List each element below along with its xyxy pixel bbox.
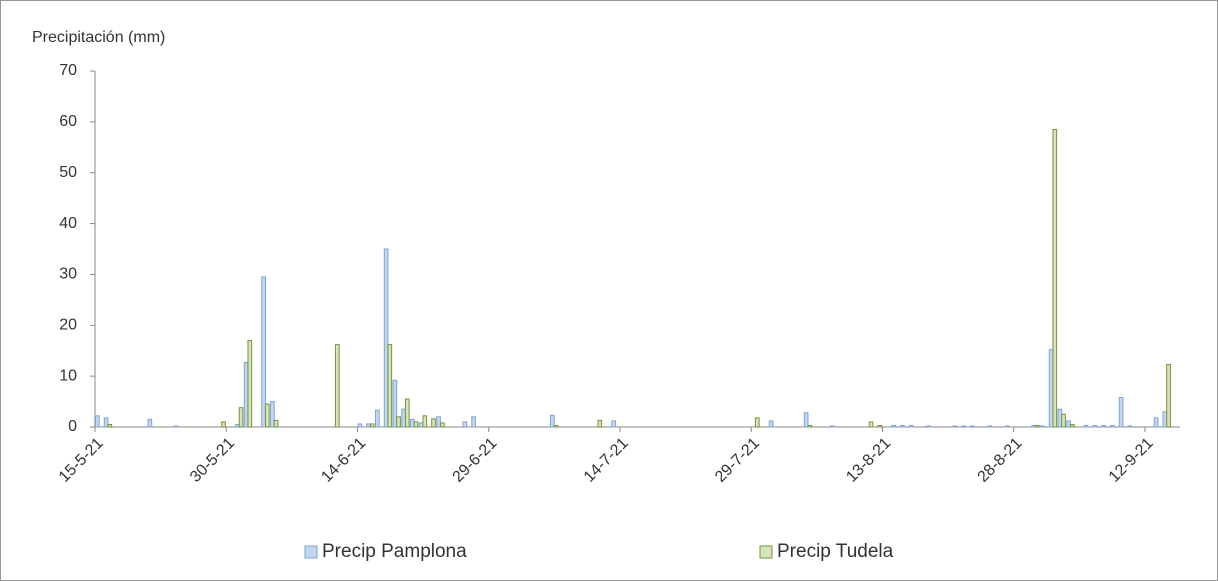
bar [1066,420,1071,428]
bar [1153,417,1159,428]
bar [1048,349,1054,428]
bar [369,423,375,428]
bar [221,421,226,428]
bar [1166,363,1171,428]
bar [1092,424,1098,428]
bar [462,421,468,428]
bar [375,409,380,428]
bar [334,344,340,428]
bar [422,415,428,428]
bar [273,419,279,428]
y-tick-label: 40 [59,215,77,232]
bar [103,417,109,428]
bar [471,416,476,428]
bar [1101,424,1106,428]
bar [401,408,406,428]
bar [987,425,993,428]
legend-swatch [759,545,773,559]
bar [243,361,249,428]
bar [436,416,441,428]
bar [107,423,113,428]
y-tick-label: 20 [59,317,77,334]
bar [1061,413,1066,428]
bar [807,424,813,428]
bar [95,415,100,428]
bar [238,407,244,428]
bar [439,422,445,428]
y-tick-label: 0 [68,418,77,435]
bar [366,423,371,428]
bar [396,416,401,428]
bar [1052,128,1058,428]
bar [270,401,275,428]
bar [357,423,363,428]
y-tick-label: 60 [59,113,77,130]
bar [418,422,424,428]
bar [261,276,266,428]
bar [1005,425,1010,428]
bar [877,424,883,428]
bar [1040,425,1045,428]
legend-label: Precip Tudela [777,541,894,562]
bar [383,248,389,428]
y-tick-label: 30 [59,266,77,283]
bar [1083,424,1089,428]
bar [830,425,835,428]
bar [754,417,760,428]
chart-title: Precipitación (mm) [32,29,165,46]
bar [1110,424,1115,428]
bar [247,340,253,428]
bar [235,423,240,428]
bar [926,425,931,428]
bar [553,424,559,428]
legend-label: Precip Pamplona [322,541,467,562]
bar [1162,411,1168,428]
bar [900,424,905,428]
bar [868,421,874,428]
bar [387,344,393,428]
bar [768,420,774,428]
y-tick-label: 10 [59,367,77,384]
bar [970,425,975,428]
bar [908,424,914,428]
bar [952,425,958,428]
bar [413,421,419,428]
bar [410,418,415,428]
bar [431,418,436,428]
bar [404,398,410,428]
bar [147,418,153,428]
bar [891,424,896,428]
bar [392,379,398,428]
bar [1031,424,1036,428]
bar [173,425,179,428]
y-tick-label: 70 [59,62,77,79]
bar [1057,408,1063,428]
bar [1118,397,1124,428]
bar [1127,425,1133,428]
y-tick-label: 50 [59,164,77,181]
legend-swatch [304,545,318,559]
bar [1034,424,1040,428]
bar [597,419,603,428]
bar [611,420,616,428]
bar [264,403,270,428]
bar [1069,423,1075,428]
bar [550,414,555,428]
bar [803,412,809,428]
bar [961,425,966,428]
